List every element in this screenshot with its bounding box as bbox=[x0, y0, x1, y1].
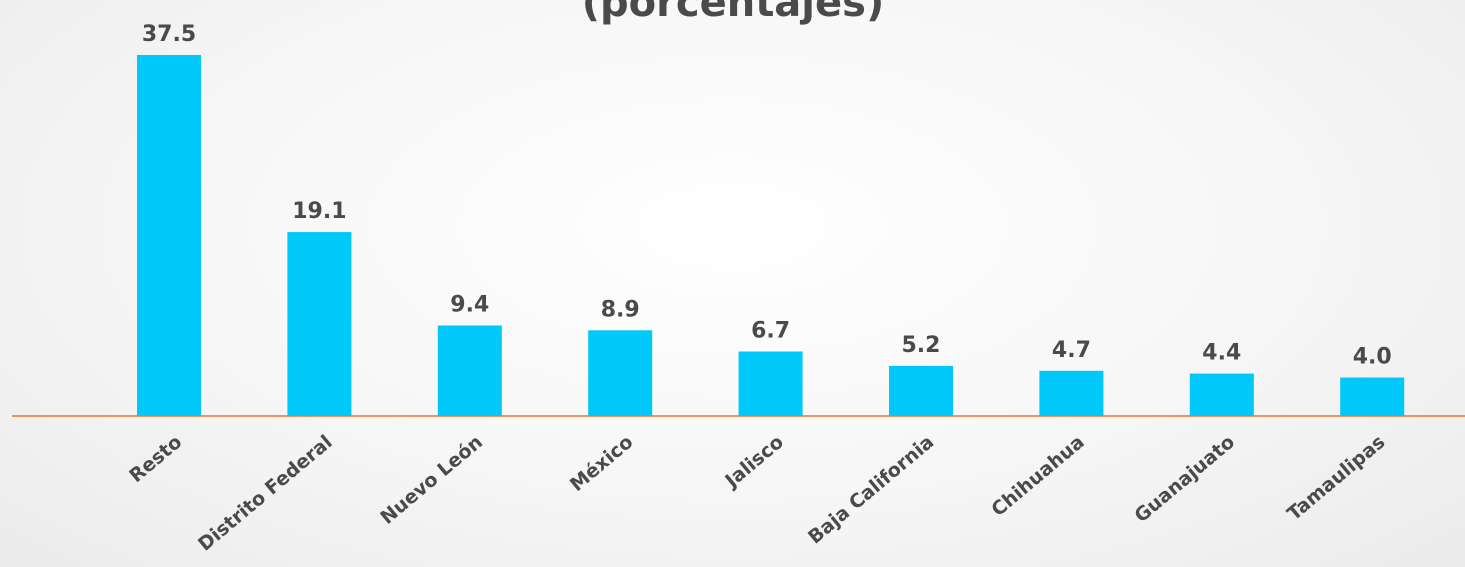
value-label: 9.4 bbox=[450, 293, 489, 318]
bar bbox=[287, 232, 352, 416]
value-label: 5.2 bbox=[902, 333, 941, 358]
bar bbox=[1340, 377, 1405, 416]
category-label: Nuevo León bbox=[376, 431, 487, 529]
bar bbox=[588, 330, 653, 416]
value-labels-group: 37.5 19.1 9.4 8.9 6.7 5.2 4.7 4.4 4.0 bbox=[142, 22, 1392, 370]
bar bbox=[1189, 373, 1254, 416]
category-labels-group: Resto Distrito Federal Nuevo León México Jal… bbox=[125, 431, 1389, 556]
bar bbox=[889, 365, 953, 416]
value-label: 4.0 bbox=[1353, 345, 1392, 370]
bar bbox=[1039, 370, 1104, 416]
value-label: 8.9 bbox=[601, 297, 640, 322]
bar bbox=[137, 55, 201, 416]
category-label: Baja California bbox=[804, 431, 938, 549]
value-label: 19.1 bbox=[292, 199, 346, 224]
bar bbox=[437, 325, 502, 416]
category-label: Distrito Federal bbox=[194, 431, 337, 556]
category-label: Resto bbox=[125, 431, 186, 487]
category-label: Jalisco bbox=[720, 431, 788, 493]
category-label: México bbox=[566, 431, 638, 496]
category-label: Chihuahua bbox=[987, 431, 1088, 521]
bars-group bbox=[137, 55, 1405, 416]
value-label: 6.7 bbox=[751, 319, 790, 344]
category-label: Tamaulipas bbox=[1283, 431, 1389, 525]
category-label: Guanajuato bbox=[1130, 431, 1239, 527]
value-label: 4.7 bbox=[1052, 338, 1091, 363]
value-label: 37.5 bbox=[142, 22, 196, 47]
value-label: 4.4 bbox=[1202, 341, 1241, 366]
bar bbox=[738, 351, 803, 416]
chart-title: (porcentajes) bbox=[582, 0, 884, 26]
